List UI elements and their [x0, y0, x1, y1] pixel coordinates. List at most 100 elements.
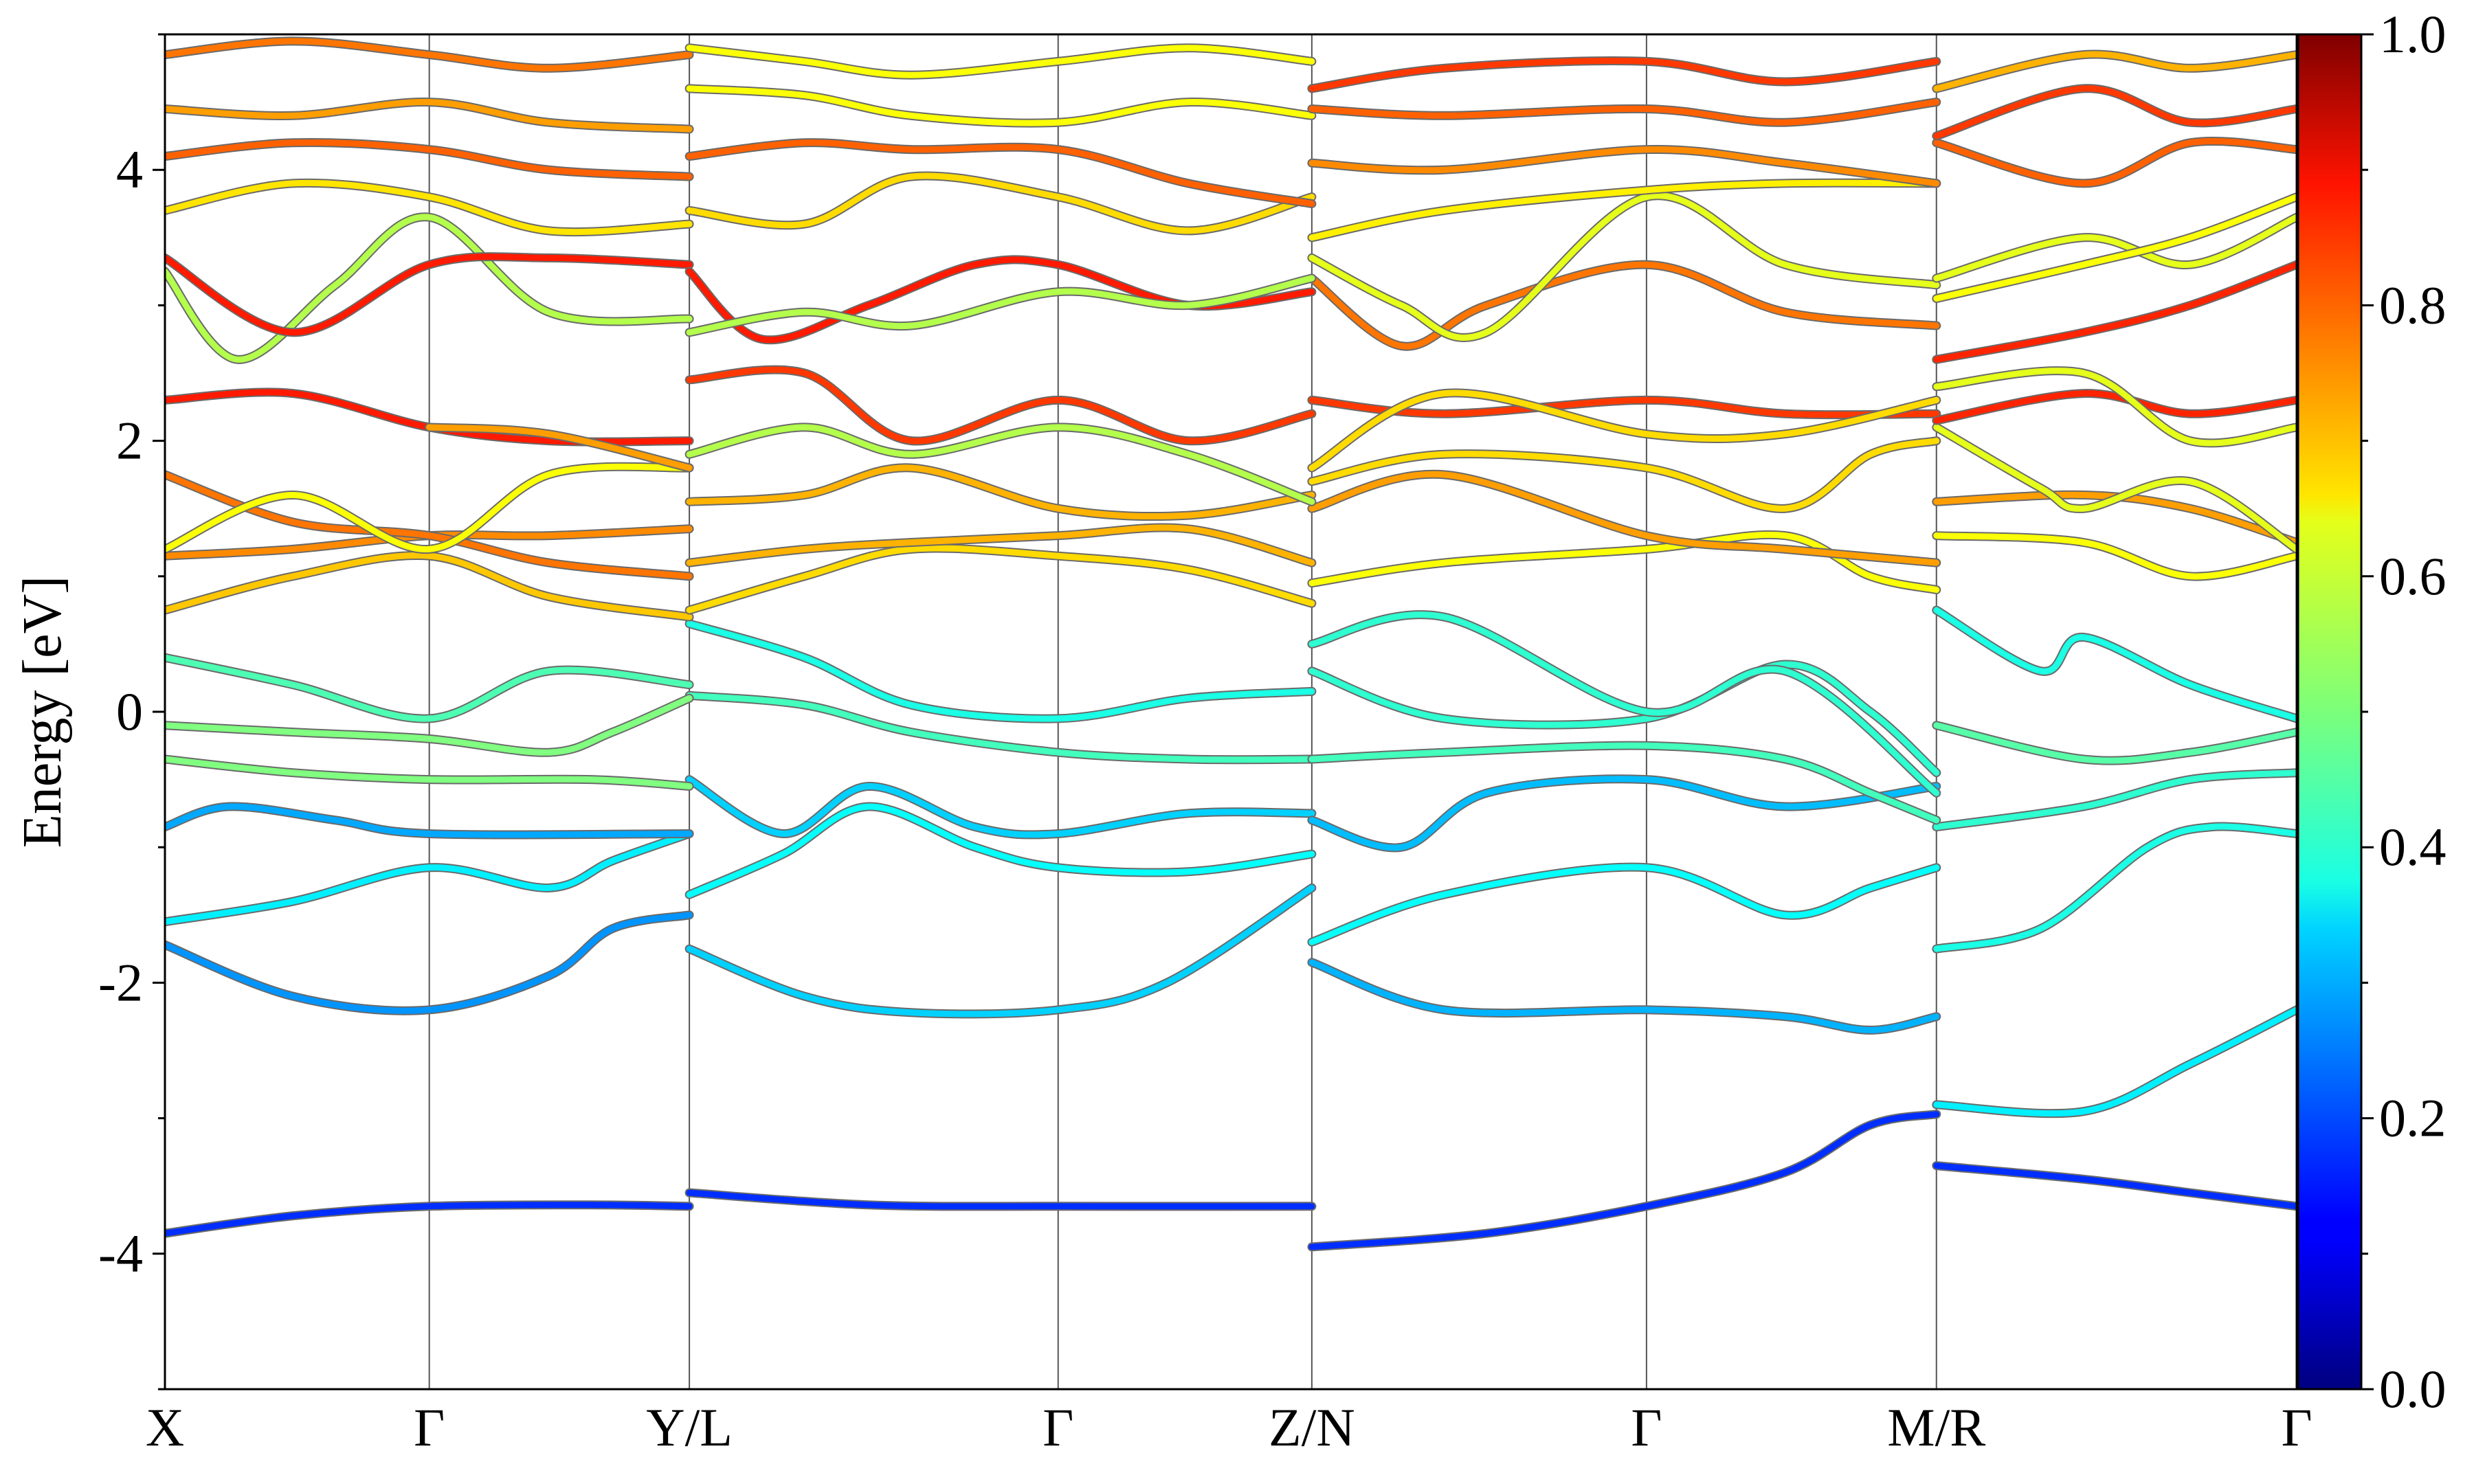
- band-line: [1308, 390, 1940, 471]
- band-line: [1933, 769, 2297, 831]
- band-line: [1933, 214, 2297, 282]
- band-line: [1933, 823, 2297, 952]
- y-tick-label: -2: [98, 952, 143, 1012]
- band-line: [165, 471, 693, 580]
- band-line: [165, 912, 693, 1014]
- band-line: [1308, 146, 1940, 187]
- colorbar-tick-label: 0.4: [2379, 817, 2447, 877]
- band-outline: [165, 470, 694, 581]
- band-outline: [684, 138, 1317, 208]
- band-line: [686, 45, 1315, 78]
- band-line: [1933, 532, 2297, 580]
- band-line: [686, 776, 1315, 838]
- band-line: [1933, 607, 2297, 722]
- colorbar-ticks: 0.0 0.2 0.4 0.6 0.8 1.0: [2361, 4, 2447, 1419]
- band-line: [686, 1189, 1315, 1210]
- x-axis: X Γ Y/L Γ Z/N Γ M/R Γ: [146, 1397, 2313, 1457]
- band-outline: [1307, 774, 1941, 853]
- band-line: [1933, 1162, 2297, 1210]
- band-line: [686, 884, 1315, 1018]
- band-line: [686, 620, 1315, 722]
- band-line: [165, 552, 693, 620]
- band-line: [1308, 99, 1940, 126]
- x-tick-label: Z/N: [1269, 1397, 1355, 1457]
- band-outline: [165, 802, 694, 840]
- x-tick-label: Γ: [1043, 1397, 1073, 1457]
- band-line: [1308, 179, 1940, 241]
- band-line: [1308, 531, 1940, 593]
- x-tick-label: Γ: [2281, 1397, 2312, 1457]
- band-line: [165, 389, 693, 445]
- band-line: [1308, 776, 1940, 851]
- y-axis: -4 -2 0 2 4: [98, 33, 165, 1391]
- colorbar-gradient: [2297, 33, 2363, 1391]
- band-outline: [684, 802, 1317, 899]
- band-line: [1308, 192, 1940, 341]
- band-line: [1308, 58, 1940, 92]
- band-line: [686, 803, 1315, 898]
- y-tick-label: -4: [98, 1224, 143, 1283]
- band-line: [1933, 138, 2297, 187]
- band-line: [165, 695, 693, 756]
- x-tick-label: M/R: [1887, 1397, 1985, 1457]
- colorbar-tick-label: 0.6: [2379, 546, 2447, 606]
- band-line: [1308, 742, 1940, 824]
- band-line: [165, 463, 693, 552]
- x-tick-label: X: [146, 1397, 184, 1457]
- band-line: [165, 179, 693, 236]
- band-outline: [1932, 423, 2297, 554]
- band-outline: [1932, 260, 2297, 364]
- y-tick-label: 0: [116, 682, 143, 741]
- band-line: [1308, 261, 1940, 350]
- x-tick-label: Γ: [1631, 1397, 1662, 1457]
- band-line: [686, 424, 1315, 505]
- band-line: [165, 756, 693, 789]
- colorbar-tick-label: 1.0: [2379, 4, 2447, 64]
- x-tick-label: Y/L: [646, 1397, 733, 1457]
- band-line: [686, 366, 1315, 445]
- band-line: [1933, 261, 2297, 363]
- band-line: [165, 99, 693, 133]
- band-line: [1933, 390, 2297, 424]
- band-line: [1933, 491, 2297, 546]
- y-axis-label: Energy [eV]: [12, 576, 73, 848]
- band-line: [165, 831, 693, 925]
- band-line: [1308, 396, 1940, 418]
- band-line: [1933, 368, 2297, 447]
- band-outline: [1932, 822, 2297, 954]
- band-line: [1308, 438, 1940, 512]
- band-outline: [684, 775, 1317, 840]
- band-line: [165, 38, 693, 71]
- band-line: [165, 803, 693, 838]
- band-outline: [1932, 1005, 2297, 1118]
- band-line: [686, 85, 1315, 126]
- band-line: [686, 139, 1315, 207]
- band-line: [1308, 1111, 1940, 1250]
- colorbar-tick-label: 0.2: [2379, 1088, 2447, 1148]
- band-lines: [165, 36, 2297, 1252]
- band-line: [686, 275, 1315, 336]
- band-line: [426, 424, 693, 471]
- colorbar-tick-label: 0.0: [2379, 1359, 2447, 1419]
- band-outline: [165, 212, 694, 364]
- band-line: [686, 464, 1315, 520]
- y-tick-label: 2: [116, 411, 143, 471]
- band-line: [686, 692, 1315, 763]
- band-line: [165, 139, 693, 180]
- colorbar-tick-label: 0.8: [2379, 275, 2447, 335]
- plot-frame: [164, 33, 2298, 1391]
- band-line: [1308, 864, 1940, 945]
- band-line: [1933, 424, 2297, 552]
- band-line: [1933, 194, 2297, 302]
- band-outline: [165, 653, 694, 723]
- band-outline: [1307, 144, 1941, 188]
- band-outline: [1307, 1110, 1941, 1252]
- band-line: [165, 1202, 693, 1237]
- band-line: [165, 254, 693, 336]
- colorbar: [2297, 33, 2363, 1391]
- band-line: [1933, 1007, 2297, 1117]
- y-tick-label: 4: [116, 139, 143, 199]
- band-outline: [165, 387, 694, 447]
- x-tick-label: Γ: [414, 1397, 445, 1457]
